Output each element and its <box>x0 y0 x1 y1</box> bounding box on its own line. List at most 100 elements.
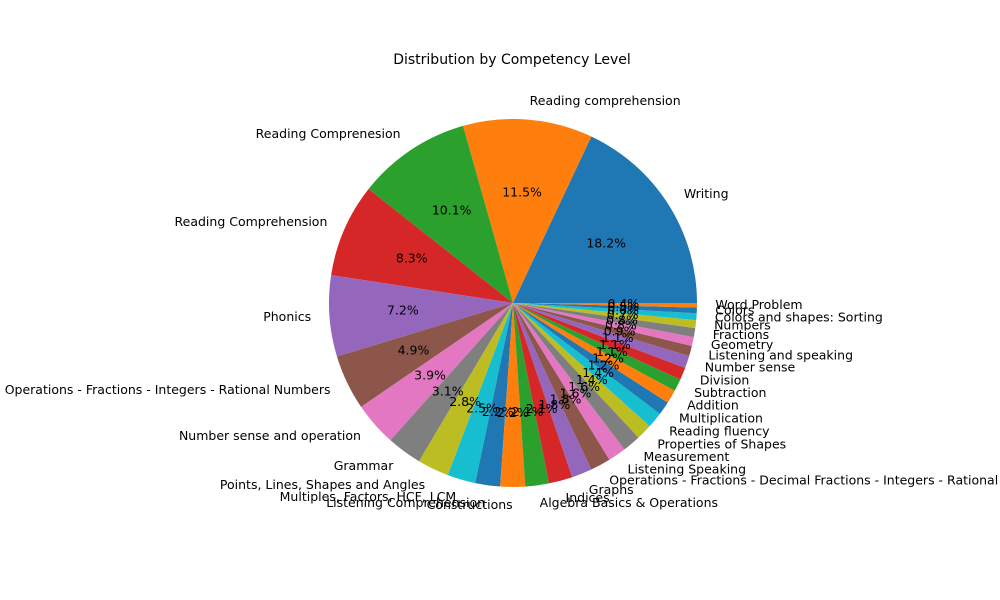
slice-label: Reading Comprenesion <box>256 126 401 141</box>
pie-slice <box>513 303 625 460</box>
slice-percent-label: 2.5% <box>466 400 498 415</box>
pie-slice <box>513 303 610 470</box>
slice-label: Colors and shapes: Sorting <box>715 310 883 325</box>
pie-slice <box>419 303 513 476</box>
slice-percent-label: 1.1% <box>596 344 628 359</box>
slice-label: Number sense <box>705 359 796 374</box>
slice-label: Division <box>700 372 750 387</box>
pie-slice <box>513 303 681 391</box>
slice-label: Points, Lines, Shapes and Angles <box>220 477 425 492</box>
pie-slice <box>513 303 697 308</box>
slice-percent-label: 1.2% <box>588 358 620 373</box>
slice-percent-label: 0.6% <box>607 303 639 318</box>
slice-label: Reading fluency <box>669 423 770 438</box>
slice-percent-label: 3.1% <box>432 384 464 399</box>
pie-slice <box>513 303 550 487</box>
pie-slice <box>513 303 639 450</box>
slice-label: Geometry <box>711 337 774 352</box>
slice-label: Colors <box>715 303 754 318</box>
slice-label: Operations - Fractions - Integers - Rati… <box>5 382 331 397</box>
pie-slice <box>513 303 696 338</box>
pie-slice <box>513 303 668 414</box>
slice-percent-label: 2.8% <box>449 394 481 409</box>
slice-percent-label: 0.9% <box>604 323 636 338</box>
pie-slice <box>390 303 513 462</box>
slice-label: Listening Comprehension <box>326 495 485 510</box>
pie-slice <box>513 303 692 356</box>
pie-slice <box>513 303 690 368</box>
slice-percent-label: 1.8% <box>550 392 582 407</box>
slice-percent-label: 0.4% <box>608 296 640 311</box>
slice-percent-label: 1.4% <box>576 372 608 387</box>
slice-percent-label: 2.1% <box>526 401 558 416</box>
pie-slice <box>447 303 513 484</box>
slice-label: Measurement <box>644 449 730 464</box>
slice-label: Graphs <box>589 482 634 497</box>
pie-slice <box>331 189 513 303</box>
slice-label: Grammar <box>334 458 394 473</box>
slice-label: Indices <box>566 490 610 505</box>
slice-label: Writing <box>684 186 729 201</box>
pie-slice <box>500 303 526 487</box>
slice-percent-label: 3.9% <box>414 367 446 382</box>
slice-label: Listening and speaking <box>708 347 853 362</box>
slice-percent-label: 10.1% <box>432 203 472 218</box>
pie-labels: Writing 18.2% Reading comprehension 11.5% Re… <box>5 93 1000 512</box>
pie-slice <box>368 125 513 303</box>
slice-label: Listening Speaking <box>627 461 746 476</box>
slice-label: Constructions <box>427 497 513 512</box>
slice-percent-label: 0.8% <box>606 312 638 327</box>
slice-percent-label: 0.5% <box>607 299 639 314</box>
pie-slices <box>329 118 697 487</box>
pie-slice <box>336 303 513 407</box>
pie-slice <box>463 118 592 303</box>
slice-percent-label: 1.4% <box>582 365 614 380</box>
slice-percent-label: 11.5% <box>502 184 542 199</box>
slice-percent-label: 8.3% <box>396 250 428 265</box>
slice-percent-label: 2.2% <box>482 404 514 419</box>
slice-percent-label: 18.2% <box>586 235 626 250</box>
slice-label: Number sense and operation <box>179 428 361 443</box>
pie-slice <box>513 303 592 478</box>
pie-slice <box>361 303 513 441</box>
slice-percent-label: 1.6% <box>568 379 600 394</box>
slice-label: Fractions <box>713 327 769 342</box>
pie-slice <box>513 303 686 380</box>
pie-slice <box>513 303 660 427</box>
pie-slice <box>513 303 675 403</box>
slice-label: Algebra Basics & Operations <box>540 495 718 510</box>
pie-slice <box>513 303 697 321</box>
slice-label: Reading Comprehension <box>175 214 328 229</box>
pie-slice <box>513 303 697 329</box>
slice-label: Multiplication <box>679 410 763 425</box>
slice-percent-label: 1.8% <box>538 397 570 412</box>
pie-slice <box>329 275 513 357</box>
slice-label: Properties of Shapes <box>657 436 786 451</box>
chart-title: Distribution by Competency Level <box>393 52 631 68</box>
slice-percent-label: 0.8% <box>605 318 637 333</box>
slice-label: Addition <box>687 398 739 413</box>
slice-label: Reading comprehension <box>530 93 681 108</box>
slice-label: Operations - Fractions - Decimal Fractio… <box>609 473 1000 488</box>
slice-label: Subtraction <box>694 385 766 400</box>
slice-percent-label: 1.2% <box>592 351 624 366</box>
slice-label: Phonics <box>263 309 311 324</box>
pie-slice <box>513 303 697 314</box>
slice-percent-label: 1.1% <box>599 337 631 352</box>
slice-percent-label: 2.1% <box>512 404 544 419</box>
pie-slice <box>475 303 513 487</box>
slice-label: Word Problem <box>715 297 802 312</box>
pie-slice <box>513 303 650 438</box>
slice-percent-label: 2.2% <box>497 405 529 420</box>
slice-percent-label: 1.6% <box>560 386 592 401</box>
slice-percent-label: 0.7% <box>607 307 639 322</box>
slice-label: Numbers <box>714 318 771 333</box>
pie-slice <box>513 136 697 303</box>
pie-slice <box>513 303 694 347</box>
slice-percent-label: 1.1% <box>602 330 634 345</box>
slice-label: Multiples, Factors, HCF, LCM <box>280 489 457 504</box>
pie-slice <box>513 303 573 484</box>
slice-percent-label: 4.9% <box>398 342 430 357</box>
slice-percent-label: 7.2% <box>387 302 419 317</box>
